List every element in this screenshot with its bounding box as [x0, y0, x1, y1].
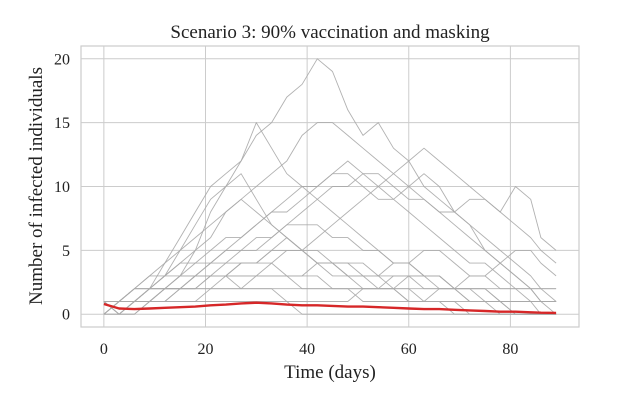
x-tick-label: 80 — [502, 341, 518, 358]
mean-series — [103, 301, 557, 315]
x-tick-label: 20 — [198, 341, 214, 358]
y-tick-label: 0 — [62, 307, 70, 324]
mean-line — [103, 301, 557, 315]
y-tick-label: 15 — [54, 115, 70, 132]
x-tick-label: 0 — [100, 341, 108, 358]
y-tick-label: 10 — [54, 179, 70, 196]
x-axis-label: Time (days) — [284, 362, 376, 383]
plot-frame — [80, 45, 580, 328]
run-line — [103, 301, 557, 315]
y-tick-label: 20 — [54, 51, 70, 68]
x-tick-label: 40 — [299, 341, 315, 358]
x-tick-label: 60 — [401, 341, 417, 358]
run-line — [103, 275, 557, 315]
y-tick-label: 5 — [62, 243, 70, 260]
y-tick-labels: 0 5 10 15 20 — [54, 51, 70, 323]
run-line — [103, 173, 557, 315]
simulation-runs — [103, 58, 557, 315]
x-tick-labels: 0 20 40 60 80 — [100, 341, 519, 358]
y-axis-label: Number of infected individuals — [26, 67, 47, 305]
chart-title: Scenario 3: 90% vaccination and masking — [170, 22, 490, 43]
